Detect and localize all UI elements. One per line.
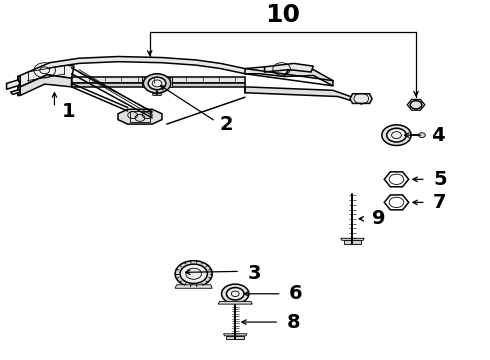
Polygon shape — [218, 301, 252, 304]
Polygon shape — [220, 63, 245, 74]
Polygon shape — [6, 80, 20, 89]
Polygon shape — [265, 63, 314, 72]
Polygon shape — [18, 63, 74, 87]
Circle shape — [221, 284, 249, 303]
Polygon shape — [245, 87, 362, 104]
Circle shape — [148, 77, 166, 90]
Polygon shape — [118, 109, 162, 124]
Polygon shape — [196, 60, 220, 69]
Text: 6: 6 — [289, 284, 303, 303]
Polygon shape — [341, 238, 364, 240]
Text: 1: 1 — [62, 102, 75, 121]
Polygon shape — [143, 77, 172, 87]
Text: 2: 2 — [220, 114, 233, 134]
Polygon shape — [10, 90, 20, 94]
Polygon shape — [118, 57, 162, 63]
Circle shape — [418, 133, 425, 138]
Text: 9: 9 — [372, 209, 386, 228]
Polygon shape — [162, 58, 196, 65]
Circle shape — [387, 128, 406, 142]
Polygon shape — [18, 75, 72, 95]
Polygon shape — [245, 67, 289, 77]
Text: 3: 3 — [247, 264, 261, 283]
Polygon shape — [79, 57, 118, 63]
Polygon shape — [72, 84, 245, 87]
Circle shape — [382, 125, 411, 145]
Polygon shape — [226, 336, 244, 339]
Circle shape — [226, 288, 244, 300]
Polygon shape — [284, 69, 333, 86]
Text: 5: 5 — [433, 170, 447, 189]
Polygon shape — [350, 94, 372, 103]
Text: 4: 4 — [431, 126, 444, 145]
Polygon shape — [72, 77, 245, 84]
Polygon shape — [152, 94, 162, 95]
Circle shape — [410, 101, 422, 109]
Text: 8: 8 — [287, 312, 300, 332]
Text: 10: 10 — [266, 3, 300, 27]
Circle shape — [175, 261, 212, 287]
Circle shape — [144, 74, 171, 93]
Circle shape — [180, 264, 207, 283]
Text: 7: 7 — [433, 193, 446, 212]
Polygon shape — [223, 334, 247, 336]
Polygon shape — [175, 285, 212, 288]
Polygon shape — [343, 240, 361, 244]
Polygon shape — [49, 58, 79, 68]
